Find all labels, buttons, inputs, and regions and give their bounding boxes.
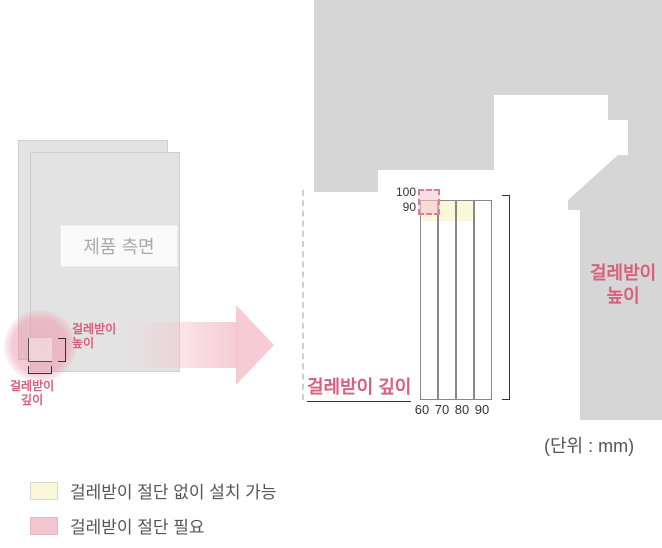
legend-swatch-pink xyxy=(30,517,58,535)
bracket-height-small xyxy=(58,338,66,362)
height-axis-label: 걸레받이 높이 xyxy=(590,262,656,307)
legend-row-cut: 걸레받이 절단 필요 xyxy=(30,513,277,538)
col-80 xyxy=(456,200,474,400)
x-tick-90: 90 xyxy=(472,402,492,417)
legend-label-cut: 걸레받이 절단 필요 xyxy=(70,513,205,538)
col-90 xyxy=(474,200,492,400)
col-70-ok xyxy=(439,201,455,221)
bracket-depth-small xyxy=(28,366,52,374)
product-body-top xyxy=(314,0,494,170)
y-tick-90: 90 xyxy=(384,200,416,214)
wall-baseboard-profile xyxy=(488,0,662,420)
cut-required-zone xyxy=(418,189,440,215)
diagram-canvas: 제품 측면 걸레받이 높이 걸레받이 깊이 100 90 xyxy=(0,0,662,548)
reference-dash xyxy=(302,190,304,400)
legend-swatch-yellow xyxy=(30,482,58,500)
x-tick-80: 80 xyxy=(452,402,472,417)
product-body-lip xyxy=(314,168,378,192)
callout-baseboard-depth: 걸레받이 깊이 xyxy=(10,380,54,408)
legend-label-ok: 걸레받이 절단 없이 설치 가능 xyxy=(70,478,277,503)
col-70 xyxy=(438,200,456,400)
col-80-ok xyxy=(457,201,473,221)
x-tick-60: 60 xyxy=(412,402,432,417)
baseboard-notch xyxy=(28,338,52,362)
arrow-shaft xyxy=(120,322,238,368)
clearance-chart xyxy=(420,195,510,400)
product-side-label: 제품 측면 xyxy=(60,225,178,267)
unit-label: (단위 : mm) xyxy=(544,432,634,458)
legend-row-ok: 걸레받이 절단 없이 설치 가능 xyxy=(30,478,277,503)
arrow-head xyxy=(236,305,274,385)
x-tick-70: 70 xyxy=(432,402,452,417)
depth-axis-label: 걸레받이 깊이 xyxy=(307,376,411,402)
legend: 걸레받이 절단 없이 설치 가능 걸레받이 절단 필요 xyxy=(30,478,277,538)
y-tick-100: 100 xyxy=(384,185,416,199)
col-60 xyxy=(420,200,438,400)
callout-baseboard-height: 걸레받이 높이 xyxy=(72,323,116,351)
height-dimension-bar xyxy=(502,195,510,400)
